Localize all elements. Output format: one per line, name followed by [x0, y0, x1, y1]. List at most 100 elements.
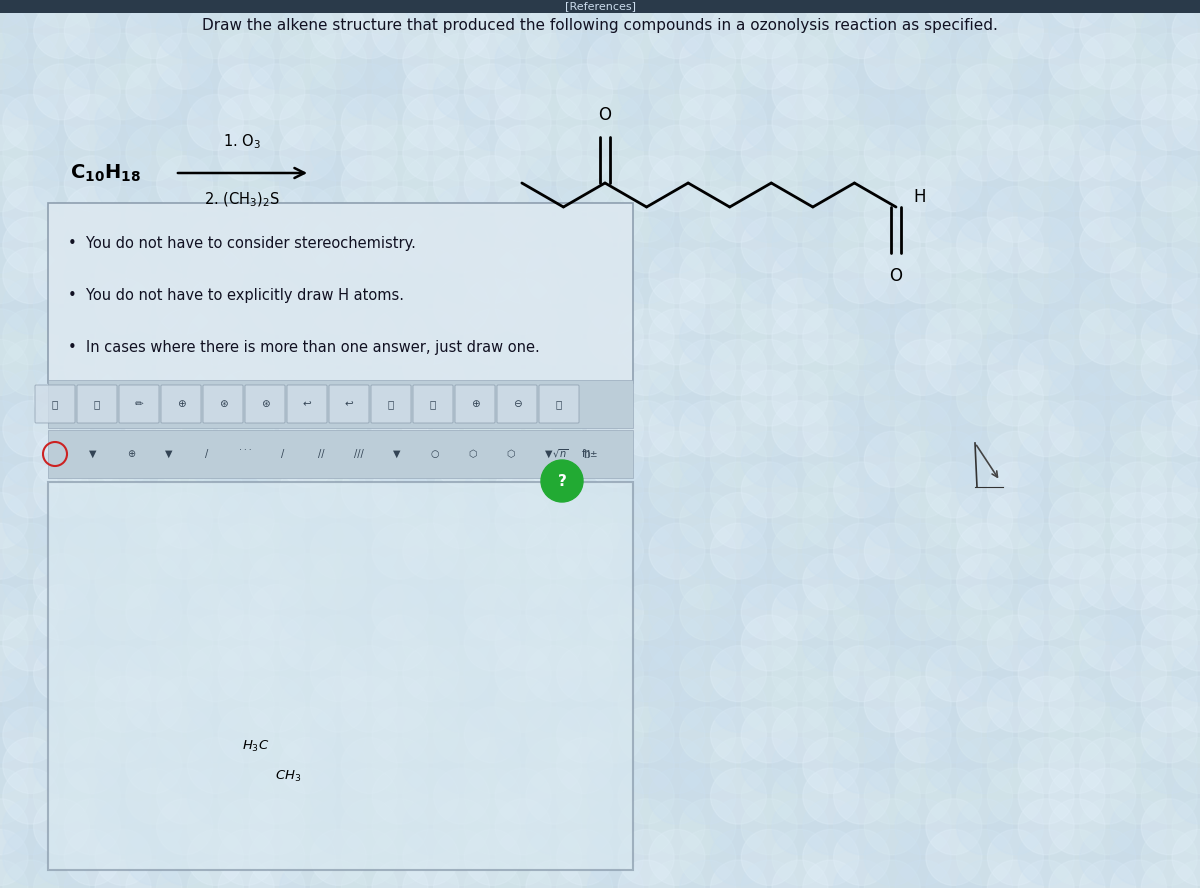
- Circle shape: [311, 707, 366, 763]
- Circle shape: [864, 799, 920, 855]
- Circle shape: [403, 707, 458, 763]
- Circle shape: [403, 3, 458, 59]
- Circle shape: [126, 707, 182, 763]
- Circle shape: [557, 155, 613, 211]
- Circle shape: [1018, 646, 1074, 702]
- Circle shape: [126, 554, 182, 610]
- Circle shape: [988, 646, 1043, 702]
- Text: []±: []±: [583, 449, 598, 458]
- Circle shape: [1018, 33, 1074, 89]
- Circle shape: [742, 0, 797, 28]
- Circle shape: [710, 339, 767, 395]
- Circle shape: [372, 584, 428, 640]
- Circle shape: [895, 217, 952, 273]
- Circle shape: [248, 217, 305, 273]
- Circle shape: [742, 799, 797, 855]
- Circle shape: [95, 309, 151, 365]
- Circle shape: [95, 125, 151, 181]
- Circle shape: [895, 339, 952, 395]
- Circle shape: [496, 64, 551, 120]
- Circle shape: [772, 768, 828, 824]
- Circle shape: [403, 33, 458, 89]
- Circle shape: [772, 738, 828, 794]
- Circle shape: [710, 554, 767, 610]
- Circle shape: [341, 615, 397, 671]
- Circle shape: [464, 248, 521, 304]
- Circle shape: [157, 860, 212, 888]
- Circle shape: [1080, 33, 1135, 89]
- Circle shape: [679, 309, 736, 365]
- Circle shape: [496, 523, 551, 579]
- Circle shape: [0, 309, 28, 365]
- Circle shape: [34, 94, 90, 150]
- Text: $\sqrt{n}$: $\sqrt{n}$: [552, 448, 569, 460]
- Circle shape: [526, 0, 582, 28]
- Circle shape: [2, 523, 59, 579]
- Circle shape: [834, 155, 889, 211]
- Circle shape: [557, 248, 613, 304]
- Circle shape: [126, 94, 182, 150]
- Circle shape: [126, 309, 182, 365]
- Circle shape: [187, 768, 244, 824]
- Circle shape: [1172, 523, 1200, 579]
- Circle shape: [311, 94, 366, 150]
- Circle shape: [218, 3, 274, 59]
- Circle shape: [280, 309, 336, 365]
- Circle shape: [126, 462, 182, 518]
- Circle shape: [311, 432, 366, 488]
- Circle shape: [126, 432, 182, 488]
- Circle shape: [341, 799, 397, 855]
- Circle shape: [1049, 584, 1105, 640]
- Circle shape: [1110, 339, 1166, 395]
- Circle shape: [1080, 615, 1135, 671]
- Circle shape: [34, 799, 90, 855]
- Circle shape: [218, 278, 274, 334]
- Circle shape: [187, 64, 244, 120]
- Circle shape: [1080, 94, 1135, 150]
- Circle shape: [956, 738, 1013, 794]
- Circle shape: [895, 677, 952, 733]
- Circle shape: [557, 799, 613, 855]
- Circle shape: [988, 738, 1043, 794]
- Circle shape: [65, 155, 120, 211]
- Circle shape: [834, 309, 889, 365]
- Circle shape: [157, 0, 212, 28]
- Circle shape: [679, 0, 736, 28]
- Circle shape: [65, 125, 120, 181]
- Circle shape: [0, 584, 28, 640]
- Circle shape: [433, 3, 490, 59]
- Circle shape: [679, 523, 736, 579]
- Circle shape: [433, 615, 490, 671]
- Circle shape: [126, 615, 182, 671]
- Circle shape: [1080, 768, 1135, 824]
- Circle shape: [803, 493, 859, 549]
- Circle shape: [710, 677, 767, 733]
- Circle shape: [95, 493, 151, 549]
- Circle shape: [433, 799, 490, 855]
- Circle shape: [834, 125, 889, 181]
- Circle shape: [1080, 339, 1135, 395]
- Circle shape: [587, 155, 643, 211]
- Circle shape: [1110, 646, 1166, 702]
- Circle shape: [311, 615, 366, 671]
- Circle shape: [1172, 493, 1200, 549]
- Circle shape: [280, 33, 336, 89]
- Circle shape: [1049, 64, 1105, 120]
- Circle shape: [65, 615, 120, 671]
- Circle shape: [218, 677, 274, 733]
- Circle shape: [0, 339, 28, 395]
- Circle shape: [710, 0, 767, 28]
- Circle shape: [988, 278, 1043, 334]
- Circle shape: [526, 646, 582, 702]
- Circle shape: [956, 339, 1013, 395]
- Circle shape: [1110, 248, 1166, 304]
- Circle shape: [0, 432, 28, 488]
- Circle shape: [248, 0, 305, 28]
- Circle shape: [834, 370, 889, 426]
- Circle shape: [772, 707, 828, 763]
- Text: ⊕: ⊕: [127, 449, 136, 459]
- Circle shape: [988, 309, 1043, 365]
- Circle shape: [341, 768, 397, 824]
- Circle shape: [895, 94, 952, 150]
- Circle shape: [1110, 584, 1166, 640]
